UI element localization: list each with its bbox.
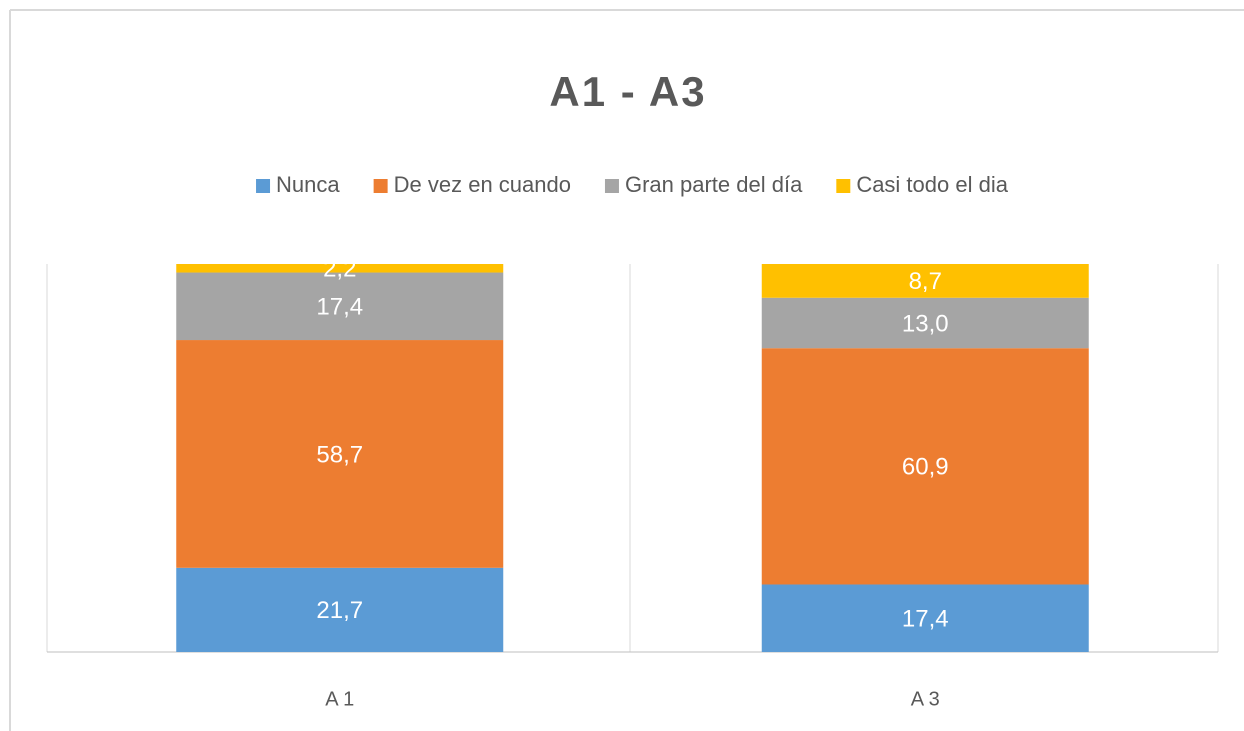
data-label: 8,7 [909, 268, 942, 295]
x-tick-label: A 1 [325, 688, 354, 710]
legend-swatch [256, 179, 271, 193]
x-tick-label: A 3 [911, 688, 940, 710]
data-label: 17,4 [902, 606, 949, 633]
bar-segment [761, 348, 1089, 585]
data-label: 58,7 [316, 441, 363, 468]
bar-segment [761, 584, 1089, 652]
bar-segment [176, 567, 504, 652]
data-label: 2,2 [323, 256, 356, 283]
bar-segment [176, 340, 504, 568]
bar-segment [761, 297, 1089, 349]
legend-swatch [373, 179, 388, 193]
data-label: 60,9 [902, 454, 949, 481]
legend-label: Casi todo el dia [856, 172, 1008, 197]
legend-swatch [604, 179, 619, 193]
data-label: 17,4 [316, 294, 363, 321]
chart-title: A1 - A3 [549, 68, 706, 115]
legend-label: De vez en cuando [394, 172, 571, 197]
bar-segment [176, 272, 504, 341]
bar-segment [761, 264, 1089, 298]
bar-segment [176, 264, 504, 273]
legend-label: Nunca [276, 172, 340, 197]
legend-swatch [836, 179, 851, 193]
data-label: 21,7 [316, 597, 363, 624]
data-label: 13,0 [902, 310, 949, 337]
legend-label: Gran parte del día [625, 172, 803, 197]
